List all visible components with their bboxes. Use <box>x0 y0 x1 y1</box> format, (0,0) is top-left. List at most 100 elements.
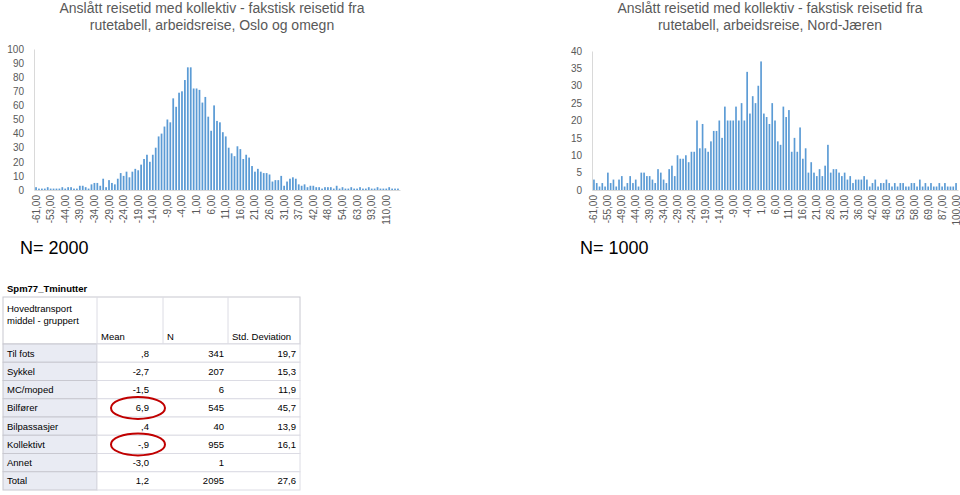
tick: -49,00 <box>616 190 627 223</box>
annotation: N= 2000 <box>20 238 89 258</box>
bar <box>955 183 957 190</box>
tick: 6,00 <box>206 190 217 214</box>
tick-label: 53,00 <box>895 195 906 220</box>
tick-label: -49,00 <box>616 195 627 224</box>
bar <box>283 186 285 190</box>
bar <box>735 107 737 190</box>
table-caption: Spm77_Tminutter <box>7 283 88 294</box>
tick-label: 40 <box>571 46 583 57</box>
table-row-label-bg <box>3 399 97 417</box>
tick-label: -24,00 <box>686 195 697 224</box>
table-row-label: Bilfører <box>7 402 38 413</box>
tick-label: 5 <box>576 167 582 178</box>
chart-title: Anslått reisetid med kollektiv - fakstis… <box>618 0 923 33</box>
bar <box>936 187 938 190</box>
bar <box>919 180 921 190</box>
bar <box>123 176 125 190</box>
bar <box>385 189 387 190</box>
tick: -14,00 <box>147 190 158 223</box>
bar <box>785 117 787 190</box>
tick-label: 110,00 <box>381 195 392 225</box>
bar <box>621 176 623 190</box>
tick: 53,00 <box>895 190 906 220</box>
bar <box>345 189 347 190</box>
tick-label: 87,00 <box>937 195 948 220</box>
tick-label: 30 <box>571 80 583 91</box>
tick-label: 54,00 <box>337 195 348 220</box>
bar <box>716 131 718 190</box>
tick: 21,00 <box>249 190 260 220</box>
table-row-bg <box>97 417 300 435</box>
tick-label: 50 <box>13 114 25 125</box>
bar <box>730 121 732 191</box>
tick: -61,00 <box>31 190 42 223</box>
bar <box>802 159 804 190</box>
bar <box>649 176 651 190</box>
bar <box>596 183 598 190</box>
tick-label: -34,00 <box>89 195 100 224</box>
bar <box>640 173 642 190</box>
tick-label: -24,00 <box>118 195 129 224</box>
bar <box>269 174 271 190</box>
bar <box>143 159 145 190</box>
bar <box>146 155 148 190</box>
bar <box>950 187 952 190</box>
bar <box>225 136 227 190</box>
bar <box>925 183 927 190</box>
bar <box>654 183 656 190</box>
bar <box>763 114 765 190</box>
bar <box>746 72 748 190</box>
tick-label: 20 <box>571 115 583 126</box>
table-header-bg <box>3 297 300 344</box>
tick-label: 35 <box>571 63 583 74</box>
bar <box>844 173 846 190</box>
bar <box>835 169 837 190</box>
bar <box>82 186 84 190</box>
bar <box>79 186 81 190</box>
table-header: Mean <box>101 331 125 342</box>
tick: 5 <box>576 167 592 178</box>
bar <box>880 183 882 190</box>
bar <box>755 103 757 190</box>
bar <box>388 187 390 190</box>
bar <box>643 173 645 190</box>
axis-line <box>592 52 593 191</box>
bar <box>397 189 399 190</box>
tick: 87,00 <box>937 190 948 220</box>
tick: 54,00 <box>337 190 348 220</box>
bar <box>721 138 723 190</box>
tick: 1,00 <box>756 190 767 214</box>
bar <box>374 189 376 190</box>
bar <box>228 148 230 190</box>
tick: -4,00 <box>176 190 187 218</box>
bar <box>50 189 52 190</box>
bar <box>380 189 382 190</box>
table-cell: 2095 <box>203 475 224 486</box>
tick-label: 0 <box>18 185 24 196</box>
bar <box>239 149 241 190</box>
tick: -53,00 <box>45 190 56 223</box>
bar <box>64 189 66 190</box>
table: Spm77_TminutterHovedtransportmiddel - gr… <box>3 283 300 490</box>
bar <box>175 107 177 190</box>
bar <box>869 187 871 190</box>
bar <box>615 187 617 190</box>
tick-label: 30 <box>13 142 25 153</box>
bar <box>627 183 629 190</box>
table-cell: ,4 <box>141 421 149 432</box>
tick: -61,00 <box>588 190 599 223</box>
tick: -19,00 <box>700 190 711 223</box>
bar <box>601 183 603 190</box>
bar <box>73 189 75 190</box>
table-row-label-bg <box>3 454 97 472</box>
bar <box>872 183 874 190</box>
bar <box>666 183 668 190</box>
tick-label: 21,00 <box>811 195 822 220</box>
bar <box>744 121 746 191</box>
bar <box>257 169 259 190</box>
tick: 69,00 <box>923 190 934 220</box>
bar <box>53 189 55 190</box>
bar <box>916 187 918 190</box>
bar <box>632 183 634 190</box>
tick-label: 31,00 <box>839 195 850 220</box>
